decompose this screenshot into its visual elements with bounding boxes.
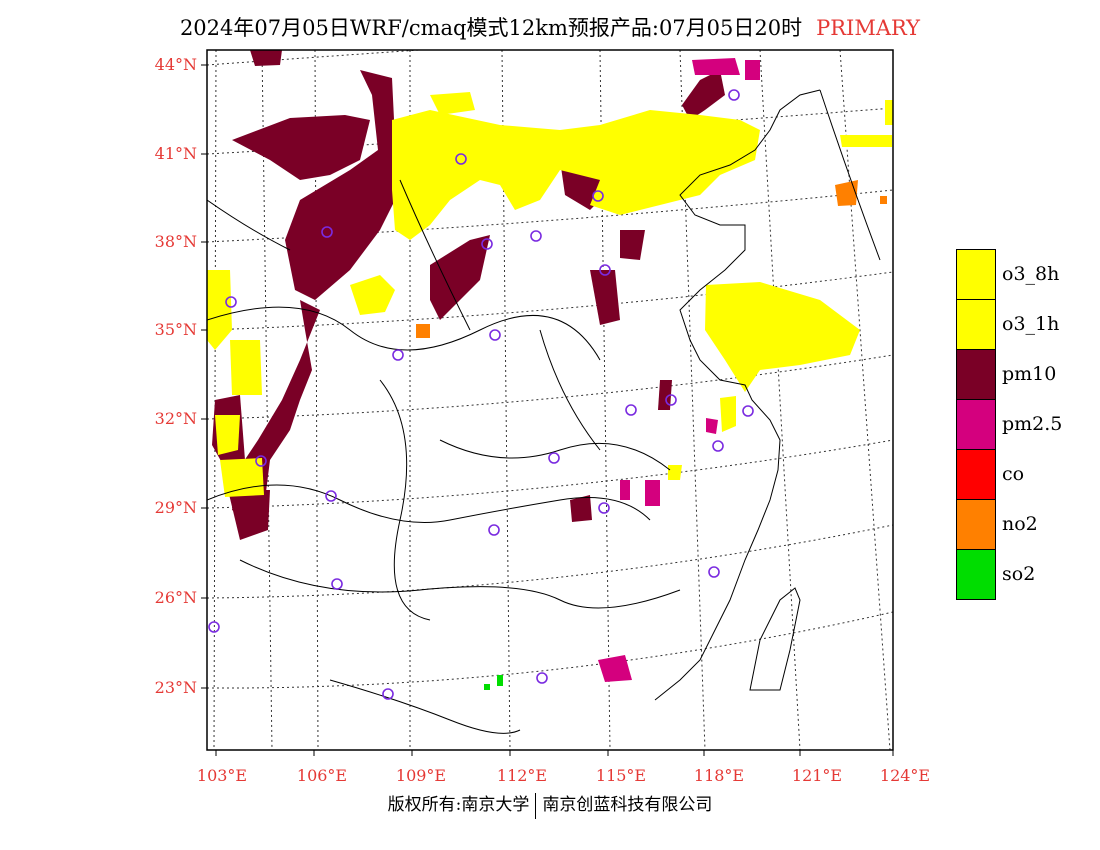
credit-divider xyxy=(535,792,537,819)
o3-areas xyxy=(207,92,893,497)
lat-label-38: 38°N xyxy=(154,232,197,251)
legend-swatch xyxy=(956,449,996,500)
lat-label-29: 29°N xyxy=(154,498,197,517)
title-text: 2024年07月05日WRF/cmaq模式12km预报产品:07月05日20时 xyxy=(179,16,803,40)
lon-label-115: 115°E xyxy=(595,766,647,785)
lat-label-35: 35°N xyxy=(154,320,197,339)
legend-swatch xyxy=(956,299,996,350)
legend-swatch xyxy=(956,499,996,550)
legend-item-so2: so2 xyxy=(956,549,1076,600)
lon-label-124: 124°E xyxy=(879,766,931,785)
legend-item-o3-1h: o3_1h xyxy=(956,299,1076,350)
legend-label: pm2.5 xyxy=(1002,413,1063,435)
legend-label: o3_8h xyxy=(1002,263,1060,285)
city-markers xyxy=(208,89,754,700)
axis-ticks xyxy=(201,64,894,756)
copyright-left: 版权所有:南京大学 xyxy=(387,795,530,815)
lat-label-23: 23°N xyxy=(154,678,197,697)
no2-areas xyxy=(416,180,887,338)
lat-label-32: 32°N xyxy=(154,409,197,428)
copyright-right: 南京创蓝科技有限公司 xyxy=(542,795,713,815)
legend-swatch xyxy=(956,549,996,600)
legend-item-pm25: pm2.5 xyxy=(956,399,1076,450)
title-tag: PRIMARY xyxy=(816,16,921,40)
legend-label: no2 xyxy=(1002,513,1038,535)
legend-item-no2: no2 xyxy=(956,499,1076,550)
legend-item-pm10: pm10 xyxy=(956,349,1076,400)
pm10-areas xyxy=(212,50,725,540)
lon-label-121: 121°E xyxy=(791,766,843,785)
legend-label: co xyxy=(1002,463,1025,485)
legend-item-co: co xyxy=(956,449,1076,500)
legend-label: o3_1h xyxy=(1002,313,1060,335)
lat-label-41: 41°N xyxy=(154,144,197,163)
so2-areas xyxy=(484,675,503,690)
lon-label-118: 118°E xyxy=(693,766,745,785)
lat-label-26: 26°N xyxy=(154,588,197,607)
lon-label-106: 106°E xyxy=(296,766,348,785)
map-frame xyxy=(206,49,894,751)
map-title: 2024年07月05日WRF/cmaq模式12km预报产品:07月05日20时 P… xyxy=(0,12,1100,42)
legend-label: so2 xyxy=(1002,563,1036,585)
pm25-areas xyxy=(598,58,760,682)
legend-label: pm10 xyxy=(1002,363,1057,385)
lon-label-109: 109°E xyxy=(395,766,447,785)
lon-label-103: 103°E xyxy=(196,766,248,785)
lon-label-112: 112°E xyxy=(496,766,548,785)
legend-item-o3-8h: o3_8h xyxy=(956,249,1076,300)
legend-swatch xyxy=(956,249,996,300)
boundaries xyxy=(207,89,881,734)
legend-swatch xyxy=(956,399,996,450)
legend: o3_8h o3_1h pm10 pm2.5 co no2 so2 xyxy=(956,249,1076,600)
lat-label-44: 44°N xyxy=(154,55,197,74)
legend-swatch xyxy=(956,349,996,400)
copyright-line: 版权所有:南京大学 南京创蓝科技有限公司 xyxy=(0,790,1100,819)
